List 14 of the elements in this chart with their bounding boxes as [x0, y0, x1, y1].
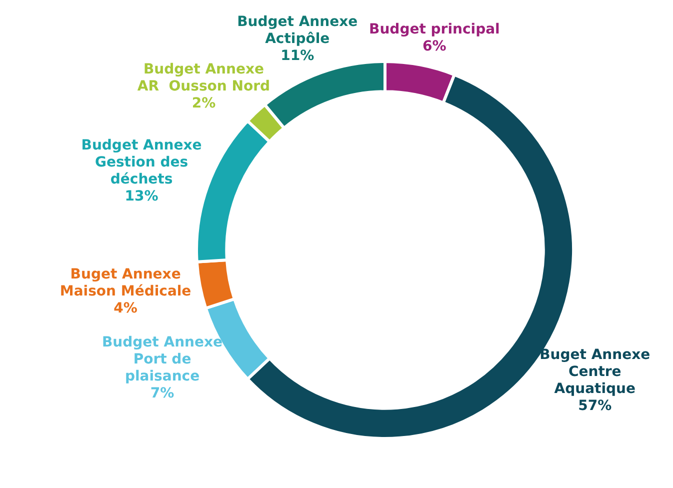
slice-label: Budget Annexe Actipôle — [237, 14, 358, 47]
slice-label: Budget Annexe AR Ousson Nord — [137, 61, 270, 94]
slice-label: Budget Annexe Port de plaisance — [102, 334, 223, 384]
slice-label: Budget Annexe Gestion des déchets — [81, 137, 202, 188]
slice-label: Budget principal — [369, 21, 500, 38]
data-label: 2% — [192, 95, 216, 112]
data-label: 13% — [124, 188, 158, 204]
slice-label: Buget Annexe Maison Médicale — [60, 266, 192, 300]
data-label: 7% — [150, 385, 174, 402]
data-label: 4% — [114, 300, 138, 317]
data-label: 11% — [280, 48, 314, 64]
data-label: 6% — [422, 38, 446, 54]
data-label: 57% — [578, 398, 612, 414]
slice-label: Buget Annexe Centre Aquatique — [540, 346, 650, 397]
